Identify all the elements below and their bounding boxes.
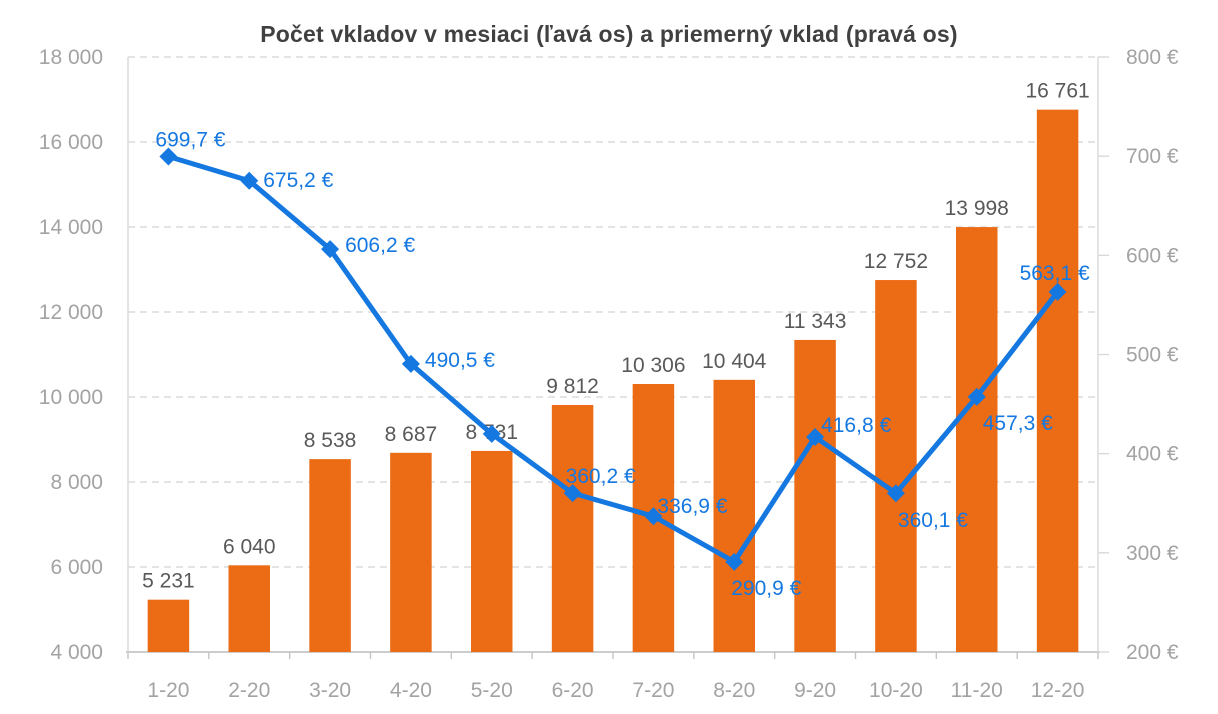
right-axis-label: 600 € <box>1126 244 1179 267</box>
x-axis-label: 5-20 <box>471 679 513 702</box>
x-axis-label: 12-20 <box>1031 679 1085 702</box>
right-axis-label: 400 € <box>1126 443 1179 466</box>
line-marker <box>644 507 663 526</box>
bar-value-label: 13 998 <box>945 197 1009 220</box>
x-axis-label: 6-20 <box>552 679 594 702</box>
bar <box>1036 109 1079 653</box>
bar-value-label: 10 404 <box>702 350 767 373</box>
line-value-label: 360,2 € <box>566 465 636 488</box>
bar <box>956 227 998 652</box>
bar <box>147 599 190 652</box>
line-value-label: 336,9 € <box>657 495 727 518</box>
bar-value-label: 8 687 <box>385 423 438 446</box>
x-axis-label: 3-20 <box>309 679 351 702</box>
line-marker <box>482 424 501 443</box>
line-marker <box>240 171 259 190</box>
right-axis-label: 800 € <box>1126 46 1179 69</box>
line-marker <box>806 428 825 447</box>
line-value-label: 490,5 € <box>425 349 495 372</box>
left-axis-label: 14 000 <box>39 216 103 239</box>
line-marker <box>967 387 986 406</box>
x-axis-label: 1-20 <box>147 679 189 702</box>
bar-value-label: 5 231 <box>142 570 195 593</box>
bar <box>390 452 432 652</box>
x-axis-label: 8-20 <box>713 679 755 702</box>
bar-value-label: 10 306 <box>621 354 685 377</box>
bar <box>794 339 836 652</box>
right-axis-label: 300 € <box>1126 542 1179 565</box>
x-axis-label: 11-20 <box>951 679 1003 702</box>
line-marker <box>563 484 582 503</box>
bar <box>309 459 351 652</box>
x-axis-label: 4-20 <box>390 679 432 702</box>
line-marker <box>725 552 744 571</box>
bar <box>551 404 594 652</box>
line-marker <box>401 354 420 373</box>
right-axis-label: 500 € <box>1126 344 1179 367</box>
line-value-label: 563,1 € <box>1020 262 1090 285</box>
line-value-label: 699,7 € <box>155 128 225 151</box>
x-axis-label: 10-20 <box>869 679 923 702</box>
line-value-label: 457,3 € <box>983 412 1053 435</box>
x-axis-label: 7-20 <box>632 679 674 702</box>
bar <box>228 565 270 652</box>
left-axis-label: 6 000 <box>50 556 103 579</box>
left-axis-label: 10 000 <box>39 386 103 409</box>
left-axis-label: 4 000 <box>50 641 103 664</box>
line-marker <box>321 240 340 259</box>
left-axis-label: 16 000 <box>39 131 103 154</box>
bar-value-label: 8 538 <box>304 429 357 452</box>
bar-value-label: 16 761 <box>1025 80 1089 103</box>
right-axis-label: 700 € <box>1126 145 1179 168</box>
line-value-label: 606,2 € <box>345 234 415 257</box>
left-axis-label: 12 000 <box>39 301 103 324</box>
line-value-label: 290,9 € <box>731 577 801 600</box>
chart-title: Počet vkladov v mesiaci (ľavá os) a prie… <box>260 21 958 47</box>
line-value-label: 360,1 € <box>898 509 968 532</box>
x-axis-label: 2-20 <box>228 679 270 702</box>
bar-value-label: 6 040 <box>223 535 276 558</box>
bar <box>713 379 755 652</box>
x-axis-label: 9-20 <box>794 679 836 702</box>
bar-value-label: 11 343 <box>784 310 847 333</box>
line-marker <box>886 484 905 503</box>
bar-value-label: 12 752 <box>864 250 928 273</box>
bar <box>875 280 917 652</box>
left-axis-label: 18 000 <box>39 46 103 69</box>
line-marker <box>1048 282 1067 301</box>
line-marker <box>159 147 178 166</box>
left-axis-label: 8 000 <box>50 471 103 494</box>
bar-value-label: 9 812 <box>546 375 599 398</box>
line-series <box>165 153 1061 565</box>
line-value-label: 675,2 € <box>263 169 333 192</box>
right-axis-label: 200 € <box>1126 641 1179 664</box>
line-value-label: 416,8 € <box>821 414 891 437</box>
bar <box>471 450 513 652</box>
